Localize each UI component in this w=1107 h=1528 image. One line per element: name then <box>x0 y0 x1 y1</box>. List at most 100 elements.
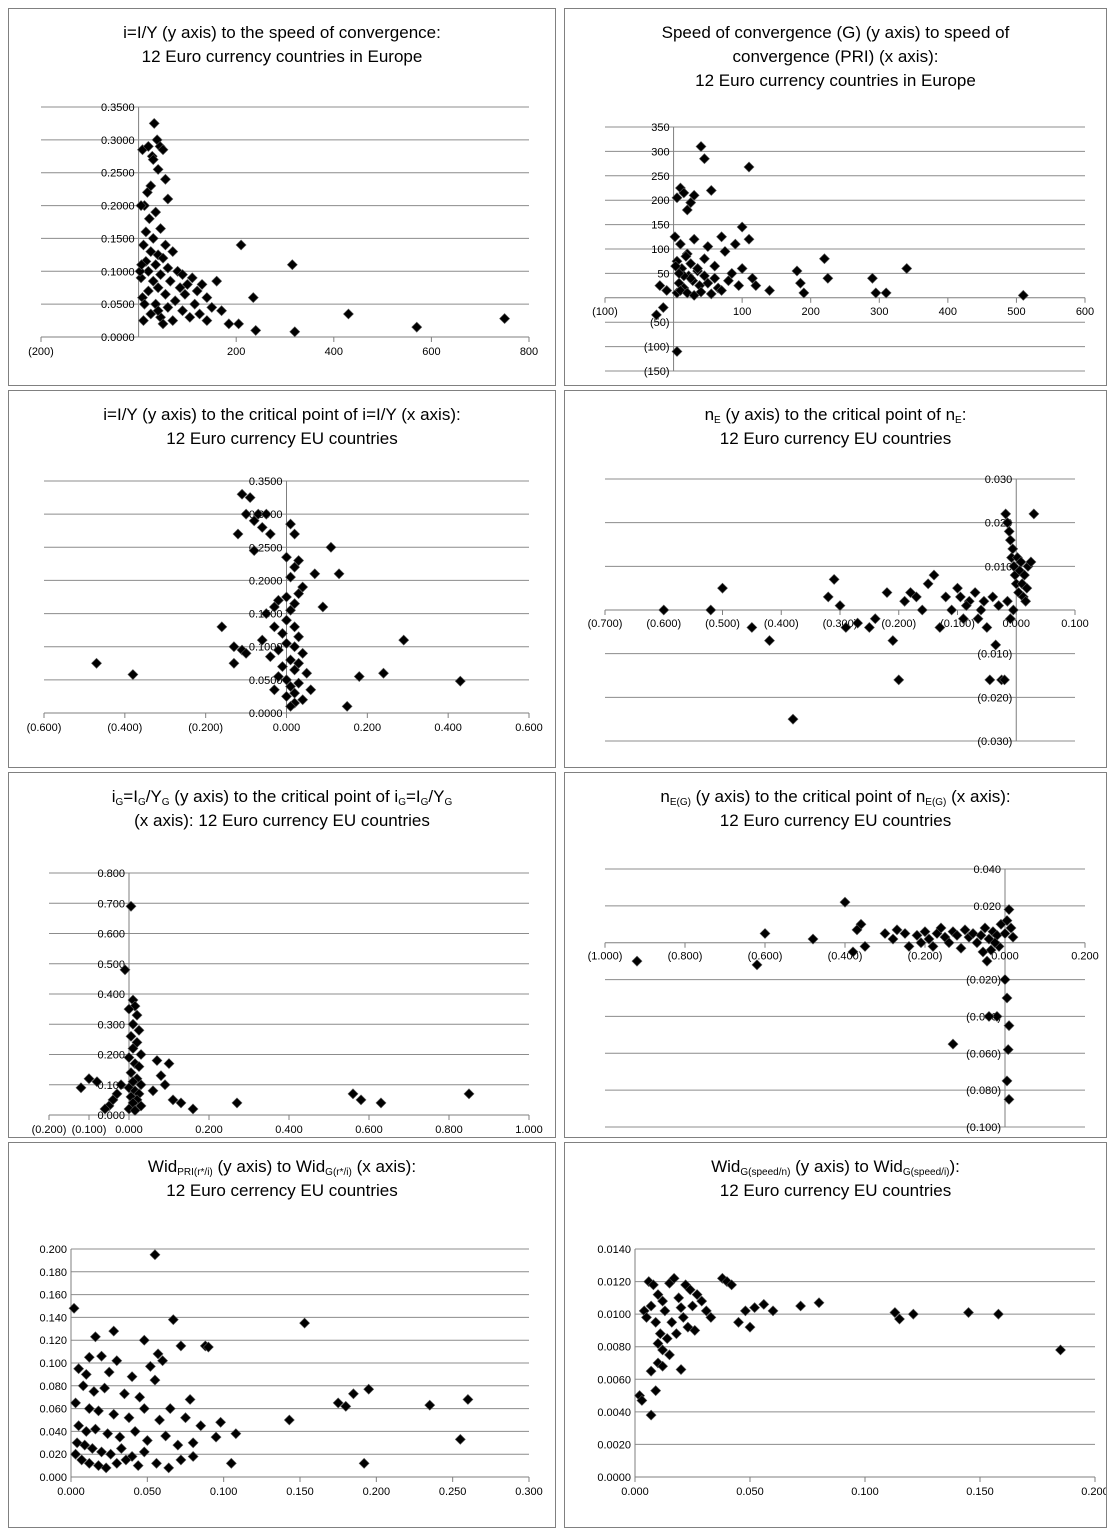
data-point <box>650 1385 662 1397</box>
data-point <box>695 141 707 152</box>
data-point <box>993 600 1005 612</box>
data-point <box>283 1414 295 1426</box>
data-point <box>141 1435 153 1446</box>
data-point <box>700 1305 712 1317</box>
y-tick-label: 0.700 <box>97 898 125 910</box>
data-point <box>1002 1044 1014 1056</box>
data-point <box>992 1308 1004 1320</box>
data-point <box>264 651 276 663</box>
data-point <box>215 1416 227 1428</box>
y-tick-label: 0.020 <box>39 1449 67 1461</box>
y-tick-label: 0.040 <box>973 864 1001 876</box>
data-point <box>955 591 966 603</box>
data-point <box>297 581 309 593</box>
data-point <box>247 292 259 303</box>
x-tick-label: (0.400) <box>764 618 799 630</box>
data-point <box>293 555 305 566</box>
data-point <box>96 1446 107 1458</box>
data-point <box>250 325 262 336</box>
data-point <box>216 621 228 633</box>
data-point <box>705 288 717 300</box>
x-tick-label: 0.000 <box>621 1486 649 1498</box>
chart-panel-2: Speed of convergence (G) (y axis) to spe… <box>564 8 1107 386</box>
x-tick-label: 0.050 <box>736 1486 764 1498</box>
data-point <box>454 675 466 687</box>
data-point <box>651 309 662 321</box>
data-point <box>733 1316 744 1328</box>
data-point <box>463 1088 475 1100</box>
data-point <box>289 641 301 653</box>
data-point <box>685 197 697 209</box>
y-tick-label: 0.010 <box>985 561 1013 573</box>
data-point <box>285 604 296 616</box>
y-tick-label: 50 <box>657 268 669 280</box>
data-point <box>681 204 693 216</box>
data-point <box>174 282 186 294</box>
data-point <box>901 263 913 274</box>
y-tick-label: (0.020) <box>966 975 1001 987</box>
data-point <box>923 933 935 945</box>
data-point <box>673 1292 685 1304</box>
data-point <box>138 315 149 326</box>
data-point <box>73 1420 85 1432</box>
y-tick-label: 0.800 <box>97 868 125 880</box>
chart-title-line: WidG(speed/n) (y axis) to WidG(speed/i))… <box>711 1157 960 1178</box>
data-point <box>148 118 160 129</box>
data-point <box>248 515 260 527</box>
data-point <box>108 1408 120 1420</box>
data-point <box>135 1100 147 1112</box>
data-point <box>726 1279 738 1291</box>
data-point <box>285 571 296 583</box>
data-point <box>252 508 264 520</box>
data-point <box>184 311 196 323</box>
y-tick-label: (0.010) <box>977 649 1012 661</box>
data-point <box>235 239 247 251</box>
data-point <box>963 1307 974 1318</box>
data-point <box>145 308 157 320</box>
data-point <box>160 288 171 300</box>
data-point <box>155 223 166 234</box>
data-point <box>157 144 169 156</box>
data-point <box>325 541 337 553</box>
data-point <box>162 302 174 313</box>
x-tick-label: 0.800 <box>435 1124 463 1136</box>
data-point <box>680 250 692 262</box>
data-point <box>863 622 875 633</box>
chart-svg: 0.0000 0.0020 0.0040 0.0060 0.0080 0.0100 0.01… <box>597 1244 1106 1498</box>
x-tick-label: (0.400) <box>107 722 142 734</box>
data-point <box>268 601 280 613</box>
data-point <box>73 1363 85 1375</box>
data-point <box>206 302 218 313</box>
data-point <box>743 161 755 173</box>
data-point <box>378 667 389 679</box>
data-point <box>1002 517 1013 529</box>
x-tick-label: 600 <box>422 346 440 358</box>
data-point <box>194 308 206 320</box>
data-point <box>90 1423 101 1435</box>
data-point <box>839 896 851 908</box>
y-tick-label: (50) <box>650 317 670 329</box>
data-point <box>285 681 296 692</box>
data-point <box>852 617 864 629</box>
data-point <box>305 684 317 696</box>
data-point <box>131 1009 143 1021</box>
x-tick-label: (1.000) <box>588 951 623 963</box>
data-point <box>105 1448 117 1460</box>
data-point <box>70 1397 82 1409</box>
data-point <box>108 1325 120 1337</box>
data-point <box>138 1403 150 1415</box>
data-point <box>822 272 834 284</box>
data-point <box>764 635 775 646</box>
data-point <box>149 1249 161 1261</box>
data-point <box>180 1412 191 1424</box>
data-point <box>76 1454 88 1466</box>
data-point <box>99 1382 111 1394</box>
chart-svg: (150) (100) (50) 50 100 150 200 250 300 350 (100) 1… <box>592 122 1094 378</box>
chart-title-line: 12 Euro currency EU countries <box>719 1181 952 1200</box>
x-tick-label: 1.000 <box>515 1124 543 1136</box>
data-point <box>111 1457 123 1469</box>
data-point <box>972 613 984 625</box>
x-tick-label: 200 <box>227 346 245 358</box>
data-point <box>167 315 179 326</box>
data-point <box>971 937 983 949</box>
